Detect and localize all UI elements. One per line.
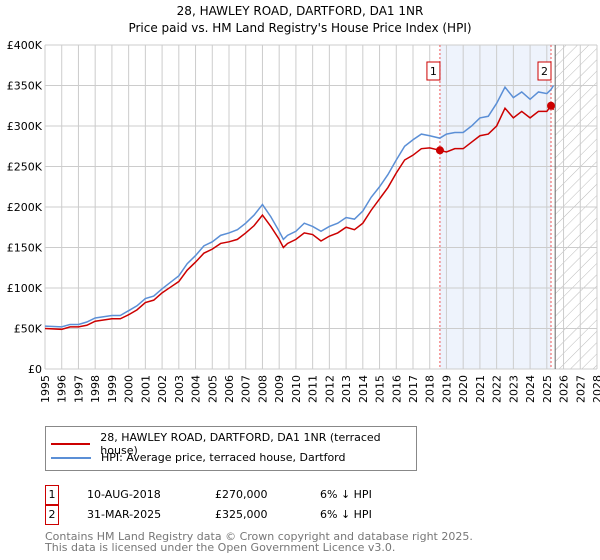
x-tick-label: 1999 bbox=[106, 375, 119, 403]
sale-label-box bbox=[537, 61, 552, 81]
x-tick-label: 2027 bbox=[574, 375, 587, 403]
x-tick-label: 2020 bbox=[457, 375, 470, 403]
x-tick-label: 2002 bbox=[156, 375, 169, 403]
sale-label-box bbox=[426, 61, 441, 81]
y-tick-label: £50K bbox=[14, 323, 43, 336]
chart-subtitle: Price paid vs. HM Land Registry's House … bbox=[128, 21, 471, 35]
x-tick-label: 1997 bbox=[72, 375, 85, 403]
x-tick-label: 2008 bbox=[256, 375, 269, 403]
y-tick-label: £300K bbox=[7, 120, 43, 133]
sale-label: 2 bbox=[541, 65, 548, 78]
x-tick-label: 2009 bbox=[273, 375, 286, 403]
x-tick-label: 2017 bbox=[407, 375, 420, 403]
x-tick-label: 1998 bbox=[89, 375, 102, 403]
x-tick-label: 2012 bbox=[323, 375, 336, 403]
footer-copyright: Contains HM Land Registry data © Crown c… bbox=[45, 530, 473, 543]
price-chart: 28, HAWLEY ROAD, DARTFORD, DA1 1NR Price… bbox=[7, 4, 600, 403]
footer: Contains HM Land Registry data © Crown c… bbox=[45, 531, 473, 553]
y-tick-label: £100K bbox=[7, 282, 43, 295]
transaction-date: 31-MAR-2025 bbox=[87, 508, 162, 521]
x-tick-label: 2025 bbox=[541, 375, 554, 403]
x-tick-label: 2028 bbox=[591, 375, 600, 403]
x-tick-label: 2004 bbox=[190, 375, 203, 403]
series-line bbox=[44, 104, 555, 331]
sale-point bbox=[435, 146, 444, 155]
x-tick-label: 2011 bbox=[307, 375, 320, 403]
transaction-row: 2 31-MAR-2025 £325,000 6% ↓ HPI bbox=[45, 505, 545, 525]
x-tick-label: 2007 bbox=[240, 375, 253, 403]
y-tick-label: £350K bbox=[7, 80, 43, 93]
y-tick-label: £200K bbox=[7, 201, 43, 214]
y-tick-label: £150K bbox=[7, 242, 43, 255]
legend-label: 28, HAWLEY ROAD, DARTFORD, DA1 1NR (terr… bbox=[100, 431, 381, 457]
x-tick-label: 1996 bbox=[56, 375, 69, 403]
chart-title: 28, HAWLEY ROAD, DARTFORD, DA1 1NR bbox=[177, 4, 424, 18]
footer-licence: This data is licensed under the Open Gov… bbox=[45, 541, 396, 554]
x-tick-label: 1995 bbox=[39, 375, 52, 403]
x-tick-label: 2019 bbox=[440, 375, 453, 403]
transaction-price: £325,000 bbox=[215, 508, 268, 521]
series-line bbox=[44, 85, 555, 328]
legend-swatch-blue bbox=[51, 456, 91, 459]
x-tick-label: 2024 bbox=[524, 375, 537, 403]
x-tick-label: 2018 bbox=[424, 375, 437, 403]
transaction-row: 1 10-AUG-2018 £270,000 6% ↓ HPI bbox=[45, 485, 545, 505]
sale-label: 1 bbox=[430, 65, 437, 78]
transaction-diff: 6% ↓ HPI bbox=[320, 488, 372, 501]
x-tick-label: 2010 bbox=[290, 375, 303, 403]
x-tick-label: 2021 bbox=[474, 375, 487, 403]
sale-point bbox=[547, 101, 555, 110]
x-tick-label: 2016 bbox=[390, 375, 403, 403]
x-tick-label: 2005 bbox=[206, 375, 219, 403]
x-tick-label: 2026 bbox=[558, 375, 571, 403]
x-tick-label: 2014 bbox=[357, 375, 370, 403]
y-tick-label: £250K bbox=[7, 161, 43, 174]
x-tick-label: 2000 bbox=[123, 375, 136, 403]
y-tick-label: £400K bbox=[7, 39, 43, 52]
x-tick-label: 2013 bbox=[340, 375, 353, 403]
legend: 28, HAWLEY ROAD, DARTFORD, DA1 1NR (terr… bbox=[45, 426, 417, 471]
legend-item-hpi: HPI: Average price, terraced house, Dart… bbox=[51, 451, 345, 464]
transaction-diff: 6% ↓ HPI bbox=[320, 508, 372, 521]
legend-label: HPI: Average price, terraced house, Dart… bbox=[101, 451, 346, 464]
legend-swatch-red bbox=[51, 443, 91, 445]
transaction-marker: 2 bbox=[45, 505, 59, 525]
legend-item-property: 28, HAWLEY ROAD, DARTFORD, DA1 1NR (terr… bbox=[51, 431, 416, 457]
x-tick-label: 2022 bbox=[491, 375, 504, 403]
x-tick-label: 2015 bbox=[374, 375, 387, 403]
x-tick-label: 2006 bbox=[223, 375, 236, 403]
y-tick-label: £0 bbox=[28, 363, 42, 376]
x-tick-label: 2003 bbox=[173, 375, 186, 403]
x-tick-label: 2001 bbox=[139, 375, 152, 403]
transaction-marker: 1 bbox=[45, 485, 59, 505]
x-tick-label: 2023 bbox=[507, 375, 520, 403]
transaction-price: £270,000 bbox=[215, 488, 268, 501]
transaction-date: 10-AUG-2018 bbox=[87, 488, 161, 501]
